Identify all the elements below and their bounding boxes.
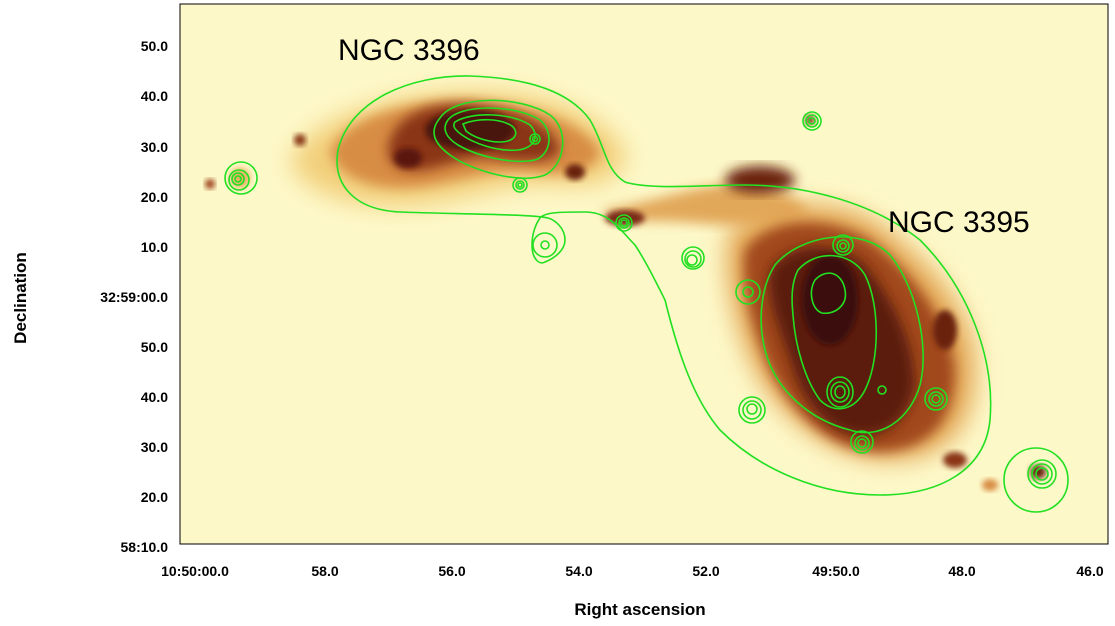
outer-contour: [336, 75, 992, 496]
x-tick-label: 48.0: [948, 563, 975, 579]
y-axis-ticks: 50.0 40.0 30.0 20.0 10.0 32:59:00.0 50.0…: [100, 38, 168, 555]
x-tick-label: 46.0: [1076, 563, 1103, 579]
annotation-ngc3395: NGC 3395: [888, 206, 1030, 239]
y-axis-label: Declination: [11, 252, 30, 344]
x-tick-label: 10:50:00.0: [161, 563, 229, 579]
x-tick-label: 52.0: [692, 563, 719, 579]
y-tick-label: 50.0: [141, 38, 168, 54]
ngc3395-contour-2: [791, 254, 878, 410]
x-tick-label: 54.0: [565, 563, 592, 579]
y-tick-label: 20.0: [141, 189, 168, 205]
x-tick-label: 49:50.0: [812, 563, 860, 579]
ngc3395-contour-3: [810, 272, 847, 315]
ngc3395-contour-1: [760, 236, 924, 434]
y-tick-label: 32:59:00.0: [100, 289, 168, 305]
image-panel: [180, 4, 1108, 544]
x-axis-label: Right ascension: [574, 600, 705, 619]
ngc3396-contour-1: [433, 99, 564, 179]
image-background: [180, 4, 1108, 544]
y-tick-label: 30.0: [141, 139, 168, 155]
ngc3396-contour-3: [453, 114, 536, 152]
x-tick-label: 58.0: [311, 563, 338, 579]
ngc3396-contour-2: [444, 107, 550, 163]
galaxy-ngc3396-emission: [205, 91, 626, 206]
ngc3396-contour-4: [461, 118, 517, 143]
x-tick-label: 56.0: [438, 563, 465, 579]
y-tick-label: 20.0: [141, 489, 168, 505]
y-tick-label: 10.0: [141, 239, 168, 255]
y-tick-label: 50.0: [141, 339, 168, 355]
annotation-ngc3396: NGC 3396: [338, 34, 480, 67]
plot-frame: [179, 3, 1109, 545]
y-tick-label: 40.0: [141, 88, 168, 104]
x-axis-ticks: 10:50:00.0 58.0 56.0 54.0 52.0 49:50.0 4…: [161, 563, 1104, 579]
y-tick-label: 58:10.0: [121, 539, 169, 555]
y-tick-label: 40.0: [141, 389, 168, 405]
y-tick-label: 30.0: [141, 439, 168, 455]
xray-contours: [224, 75, 1069, 513]
